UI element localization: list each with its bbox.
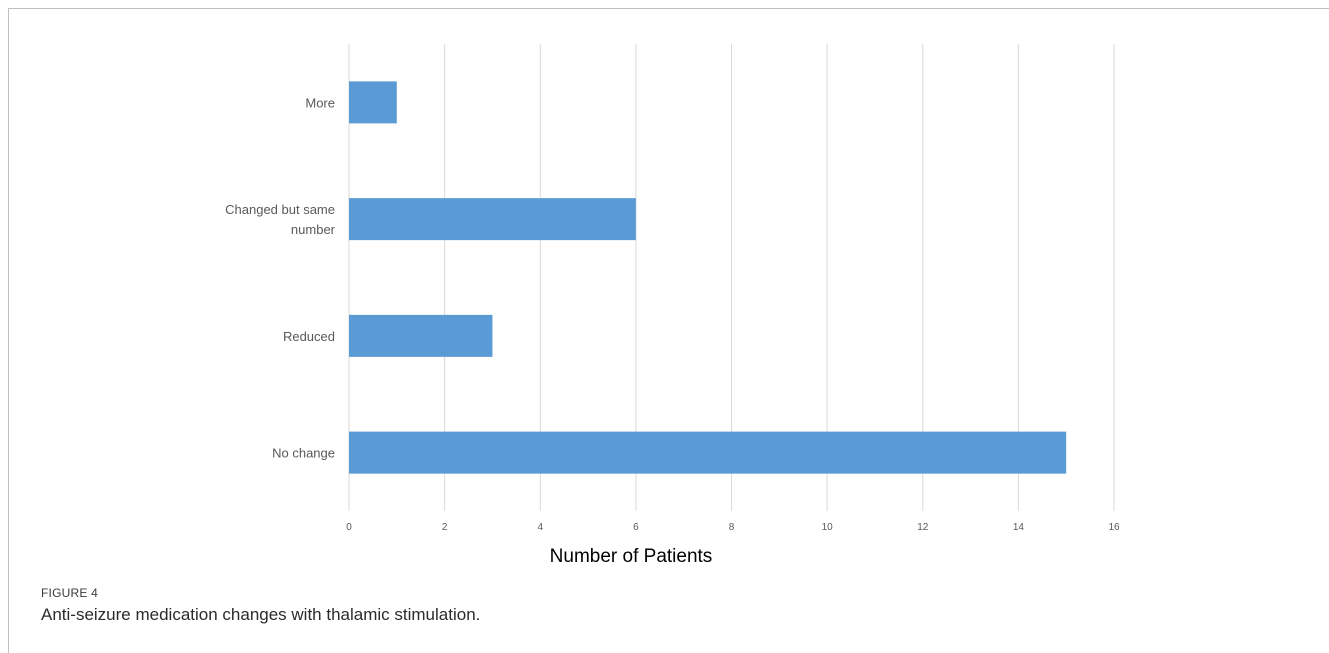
- x-tick-label: 14: [1013, 522, 1025, 533]
- category-label-line: More: [305, 95, 335, 110]
- category-label-line: No change: [272, 446, 335, 461]
- category-label: Changed but same number: [225, 202, 336, 237]
- figure-frame: [8, 8, 1329, 653]
- x-tick-label: 8: [729, 522, 735, 533]
- figure-label: FIGURE 4: [41, 586, 98, 600]
- category-label-line: number: [291, 222, 336, 237]
- bar-chart: More Changed but same number Reduced No chan…: [225, 44, 1120, 567]
- bar: [349, 198, 636, 241]
- bars: [349, 81, 1067, 474]
- bar: [349, 314, 493, 357]
- category-label-line: Changed but same: [225, 202, 335, 217]
- x-tick-labels: 0 2 4 6 8 10 12 14 16: [346, 522, 1120, 533]
- category-label: More: [305, 95, 335, 110]
- x-tick-label: 4: [537, 522, 543, 533]
- x-tick-label: 16: [1108, 522, 1120, 533]
- x-tick-label: 10: [822, 522, 834, 533]
- x-tick-label: 0: [346, 522, 352, 533]
- category-label: Reduced: [283, 329, 335, 344]
- x-tick-label: 6: [633, 522, 639, 533]
- category-labels: More Changed but same number Reduced No chan…: [225, 95, 336, 460]
- category-label-line: Reduced: [283, 329, 335, 344]
- category-label: No change: [272, 446, 335, 461]
- figure-caption: Anti-seizure medication changes with tha…: [41, 605, 481, 624]
- x-axis-title: Number of Patients: [550, 546, 713, 567]
- bar: [349, 81, 397, 124]
- x-tick-label: 2: [442, 522, 448, 533]
- bar: [349, 431, 1067, 474]
- x-tick-label: 12: [917, 522, 929, 533]
